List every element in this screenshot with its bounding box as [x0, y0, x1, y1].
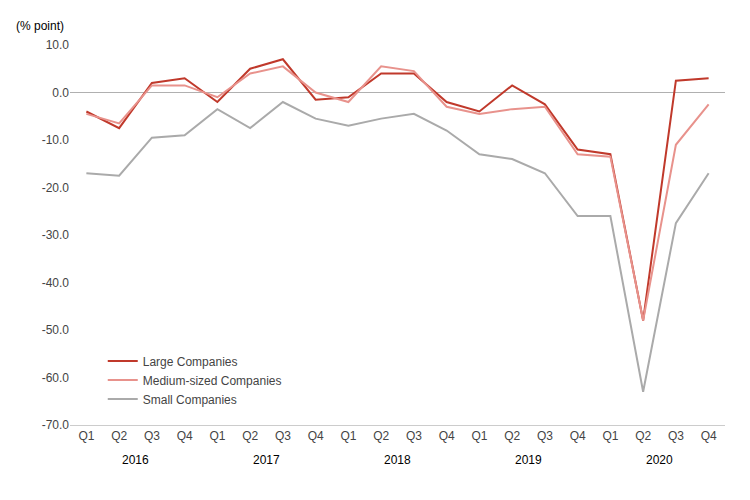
svg-text:Q4: Q4 — [701, 429, 717, 443]
svg-text:Q1: Q1 — [78, 429, 94, 443]
svg-text:Q2: Q2 — [504, 429, 520, 443]
svg-text:Q2: Q2 — [111, 429, 127, 443]
svg-text:-20.0: -20.0 — [42, 181, 70, 195]
svg-text:Q2: Q2 — [635, 429, 651, 443]
svg-text:2016: 2016 — [122, 453, 149, 467]
svg-text:-10.0: -10.0 — [42, 133, 70, 147]
svg-text:Q4: Q4 — [308, 429, 324, 443]
svg-text:-60.0: -60.0 — [42, 371, 70, 385]
svg-text:Q3: Q3 — [406, 429, 422, 443]
svg-text:Q4: Q4 — [177, 429, 193, 443]
svg-text:Q1: Q1 — [209, 429, 225, 443]
svg-text:Q4: Q4 — [570, 429, 586, 443]
svg-text:10.0: 10.0 — [46, 38, 70, 52]
svg-text:Q3: Q3 — [668, 429, 684, 443]
svg-text:2017: 2017 — [253, 453, 280, 467]
svg-text:Small Companies: Small Companies — [143, 393, 237, 407]
svg-text:-40.0: -40.0 — [42, 276, 70, 290]
svg-text:-50.0: -50.0 — [42, 323, 70, 337]
svg-text:Q3: Q3 — [144, 429, 160, 443]
svg-text:Q1: Q1 — [471, 429, 487, 443]
svg-text:-70.0: -70.0 — [42, 418, 70, 432]
svg-text:2019: 2019 — [515, 453, 542, 467]
svg-text:Large Companies: Large Companies — [143, 355, 238, 369]
svg-text:Q1: Q1 — [340, 429, 356, 443]
svg-text:Q3: Q3 — [275, 429, 291, 443]
svg-text:Q2: Q2 — [242, 429, 258, 443]
svg-text:2018: 2018 — [384, 453, 411, 467]
svg-text:Q1: Q1 — [602, 429, 618, 443]
svg-text:Q3: Q3 — [537, 429, 553, 443]
svg-text:Medium-sized Companies: Medium-sized Companies — [143, 374, 282, 388]
svg-text:-30.0: -30.0 — [42, 228, 70, 242]
svg-text:Q4: Q4 — [439, 429, 455, 443]
svg-text:(% point): (% point) — [16, 19, 64, 33]
svg-text:Q2: Q2 — [373, 429, 389, 443]
svg-text:2020: 2020 — [646, 453, 673, 467]
svg-text:0.0: 0.0 — [52, 86, 69, 100]
